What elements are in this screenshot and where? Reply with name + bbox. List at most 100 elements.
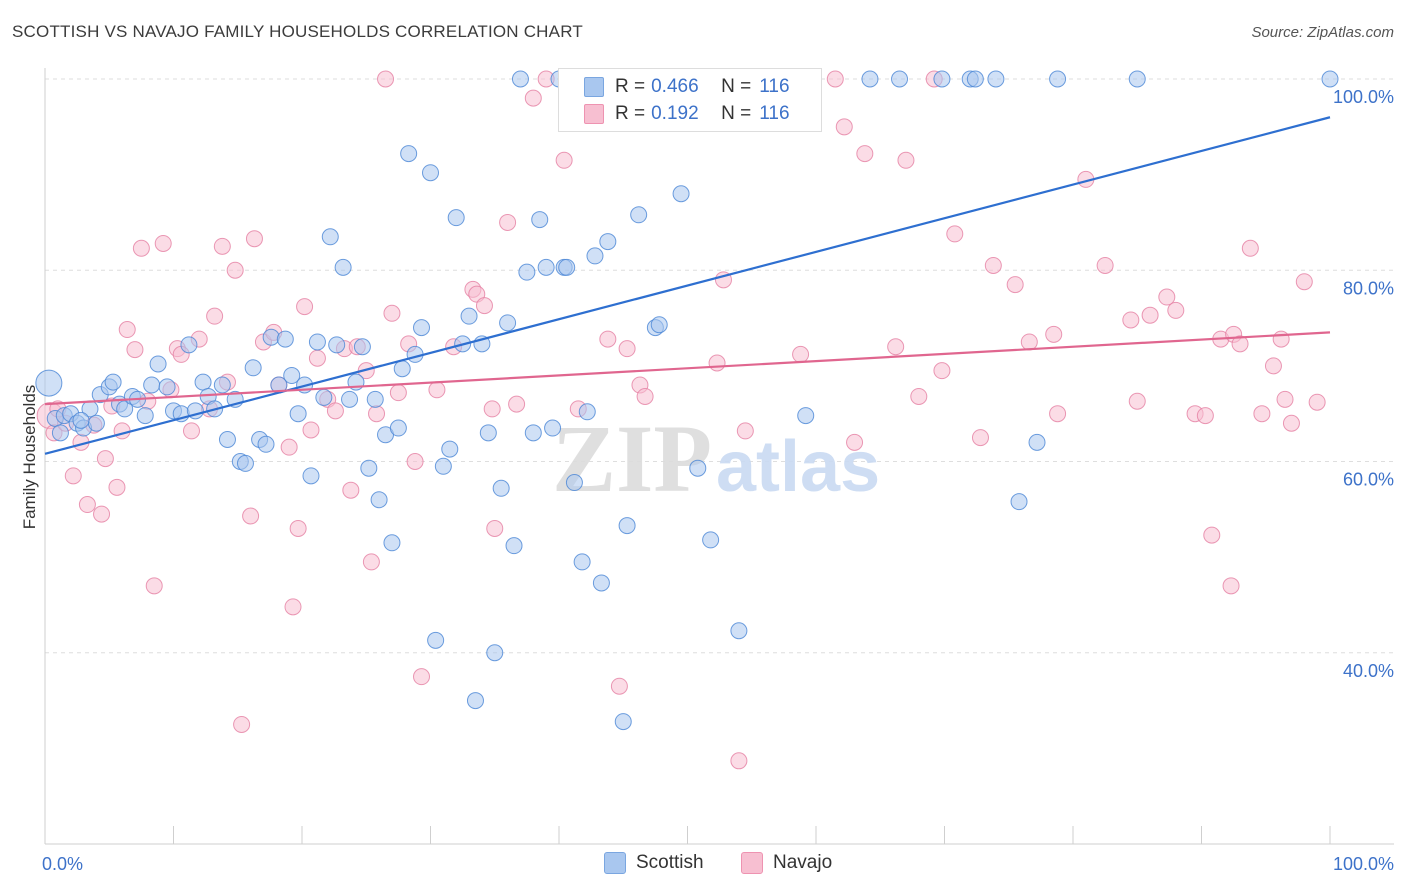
- navajo-point: [233, 715, 251, 733]
- navajo-point: [308, 349, 326, 367]
- scottish-point: [558, 258, 576, 276]
- navajo-point: [1020, 333, 1038, 351]
- scottish-point: [283, 366, 301, 384]
- navajo-point: [1253, 405, 1271, 423]
- scottish-point: [1049, 70, 1067, 88]
- scottish-point: [383, 534, 401, 552]
- stats-legend: R = 0.466 N = 116 R = 0.192 N = 116: [558, 68, 822, 132]
- scottish-point: [308, 333, 326, 351]
- navajo-point: [284, 598, 302, 616]
- navajo-point: [1203, 526, 1221, 544]
- scottish-point: [891, 70, 909, 88]
- scottish-point: [244, 359, 262, 377]
- navajo-point: [910, 387, 928, 405]
- navajo-point: [897, 151, 915, 169]
- navajo-point: [599, 330, 617, 348]
- y-axis-label: Family Households: [20, 385, 39, 530]
- scottish-point: [413, 319, 431, 337]
- scottish-point: [650, 316, 668, 334]
- navajo-point: [1231, 335, 1249, 353]
- scottish-point: [276, 330, 294, 348]
- scottish-point: [218, 431, 236, 449]
- navajo-point: [1282, 414, 1300, 432]
- scottish-point: [466, 692, 484, 710]
- navajo-point: [93, 505, 111, 523]
- scottish-point: [136, 407, 154, 425]
- navajo-point: [154, 234, 172, 252]
- scottish-point: [302, 467, 320, 485]
- stats-row-scottish: R = 0.466 N = 116: [584, 75, 790, 99]
- scottish-point: [180, 336, 198, 354]
- navajo-point: [1308, 393, 1326, 411]
- scottish-point: [104, 373, 122, 391]
- navajo-point: [289, 519, 307, 537]
- legend-label: Navajo: [773, 852, 833, 873]
- y-tick-label: 40.0%: [1343, 661, 1394, 681]
- navajo-point: [486, 519, 504, 537]
- navajo-point: [302, 421, 320, 439]
- navajo-swatch: [741, 852, 763, 874]
- n-label: N =: [721, 76, 752, 97]
- stats-row-navajo: R = 0.192 N = 116: [584, 102, 790, 126]
- source-label: Source: ZipAtlas.com: [1251, 24, 1394, 41]
- navajo-point: [118, 321, 136, 339]
- x-tick-label: 0.0%: [42, 854, 83, 874]
- navajo-point: [708, 354, 726, 372]
- scottish-point: [544, 419, 562, 437]
- scottish-point: [486, 644, 504, 662]
- navajo-point: [846, 433, 864, 451]
- n-label: N =: [721, 103, 752, 124]
- chart-title: SCOTTISH VS NAVAJO FAMILY HOUSEHOLDS COR…: [12, 22, 583, 41]
- scottish-point: [618, 517, 636, 535]
- r-value: 0.466: [651, 76, 699, 97]
- navajo-point: [730, 752, 748, 770]
- axes: [44, 68, 1394, 845]
- navajo-point: [618, 340, 636, 358]
- navajo-point: [362, 553, 380, 571]
- navajo-point: [1264, 357, 1282, 375]
- navajo-point: [792, 345, 810, 363]
- scottish-point: [236, 454, 254, 472]
- scottish-point: [400, 145, 418, 163]
- navajo-point: [499, 213, 517, 231]
- x-tick-label: 100.0%: [1333, 854, 1394, 874]
- scottish-point: [257, 435, 275, 453]
- navajo-point: [428, 381, 446, 399]
- scottish-point: [321, 228, 339, 246]
- scottish-point: [328, 336, 346, 354]
- scottish-point: [511, 70, 529, 88]
- scottish-point: [158, 378, 176, 396]
- navajo-point: [1045, 325, 1063, 343]
- scottish-point: [341, 390, 359, 408]
- navajo-point: [933, 362, 951, 380]
- legend-item-navajo[interactable]: Navajo: [741, 852, 832, 874]
- scottish-point: [672, 185, 690, 203]
- scottish-point: [116, 400, 134, 418]
- navajo-point: [610, 677, 628, 695]
- scottish-point: [427, 631, 445, 649]
- scottish-point: [353, 338, 371, 356]
- navajo-point: [524, 89, 542, 107]
- legend-item-scottish[interactable]: Scottish: [604, 852, 704, 874]
- scottish-point: [370, 491, 388, 509]
- navajo-point: [368, 405, 386, 423]
- navajo-point: [636, 387, 654, 405]
- scottish-point: [447, 209, 465, 227]
- scottish-point: [1010, 493, 1028, 511]
- legend-label: Scottish: [636, 852, 704, 873]
- scottish-point: [499, 314, 517, 332]
- scottish-point: [492, 479, 510, 497]
- scottish-point: [797, 407, 815, 425]
- navajo-point: [206, 307, 224, 325]
- navajo-point: [826, 70, 844, 88]
- scottish-point: [213, 376, 231, 394]
- navajo-point: [377, 70, 395, 88]
- navajo-point: [326, 402, 344, 420]
- navajo-point: [78, 496, 96, 514]
- scottish-point: [422, 164, 439, 182]
- navajo-point: [413, 668, 431, 686]
- navajo-point: [132, 239, 150, 257]
- navajo-point: [226, 261, 244, 279]
- navajo-point: [971, 429, 989, 447]
- scottish-point: [389, 419, 407, 437]
